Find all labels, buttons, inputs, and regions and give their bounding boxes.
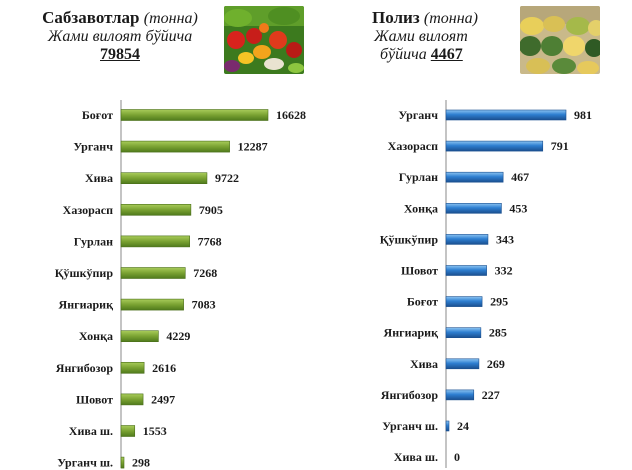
right-subtitle-line1: Жами вилоят (374, 28, 468, 45)
right-unit: (тонна) (423, 10, 479, 27)
right-chart: Урганч 981 Хазорасп 791 Гурлан 467 Хонқа 453 Қўш… (380, 100, 592, 468)
value-label: 298 (132, 456, 150, 470)
bar (445, 327, 482, 339)
bar (120, 330, 159, 343)
bar (120, 361, 145, 374)
category-label: Гурлан (74, 234, 113, 248)
value-label: 227 (482, 388, 500, 402)
category-label: Гурлан (399, 170, 438, 184)
left-header: Сабзавотлар (тонна) Жами вилоят бўйича 7… (20, 8, 220, 64)
category-label: Шовот (76, 392, 113, 406)
value-label: 453 (509, 201, 527, 215)
bar (445, 109, 567, 121)
category-label: Урганч ш. (382, 419, 438, 433)
bar (445, 420, 450, 432)
value-label: 295 (490, 295, 508, 309)
category-label: Боғот (407, 295, 438, 309)
value-label: 16628 (276, 108, 306, 122)
value-label: 7083 (192, 298, 216, 312)
value-label: 7768 (198, 234, 222, 248)
bar (120, 456, 125, 469)
left-total: 79854 (100, 46, 140, 63)
category-label: Хива ш. (394, 450, 438, 464)
value-label: 981 (574, 108, 592, 122)
category-label: Янгиариқ (59, 298, 114, 312)
bar (445, 234, 489, 245)
bar (120, 140, 230, 153)
right-title-line: Полиз (тонна) (372, 8, 522, 28)
bar (120, 298, 184, 311)
category-label: Урганч ш. (57, 456, 113, 470)
value-label: 0 (454, 450, 460, 464)
bar (445, 296, 483, 307)
value-label: 285 (489, 326, 507, 340)
value-label: 7268 (193, 266, 217, 280)
category-label: Хива ш. (69, 424, 113, 438)
bar (445, 171, 504, 183)
left-title: Сабзавотлар (42, 8, 140, 27)
value-label: 1553 (143, 424, 167, 438)
right-total: 4467 (430, 46, 463, 63)
value-label: 467 (511, 170, 529, 184)
value-label: 12287 (238, 140, 268, 154)
value-label: 2497 (151, 392, 175, 406)
category-label: Қўшкўпир (55, 266, 114, 280)
category-label: Қўшкўпир (380, 232, 439, 246)
bar (445, 389, 475, 401)
category-label: Шовот (401, 264, 438, 278)
bar (120, 267, 186, 279)
bar (120, 204, 192, 216)
category-label: Хазорасп (63, 203, 113, 217)
melons-photo (520, 6, 600, 74)
value-label: 332 (495, 264, 513, 278)
value-label: 9722 (215, 171, 239, 185)
value-label: 269 (487, 357, 505, 371)
value-label: 2616 (152, 361, 176, 375)
category-label: Урганч (73, 140, 113, 154)
right-subtitle-line2-text: бўйича (380, 46, 427, 63)
category-label: Урганч (398, 108, 438, 122)
bar (120, 393, 144, 406)
category-label: Хонқа (404, 201, 438, 215)
left-subtitle: Жами вилоят бўйича (47, 28, 193, 45)
bar (445, 358, 480, 370)
value-label: 791 (551, 139, 569, 153)
value-label: 7905 (199, 203, 223, 217)
right-subtitle-line2: бўйича 4467 (372, 46, 522, 64)
left-title-line: Сабзавотлар (тонна) (20, 8, 220, 28)
left-chart: Боғот 16628 Урганч 12287 Хива 9722 Хазорасп 790… (55, 100, 306, 470)
bar (120, 172, 208, 184)
left-unit: (тонна) (143, 10, 198, 27)
category-label: Хонқа (79, 329, 113, 343)
category-label: Янгибозор (56, 361, 114, 375)
bar (120, 109, 269, 121)
bar (445, 140, 544, 152)
value-label: 24 (457, 419, 469, 433)
bar (445, 203, 502, 214)
category-label: Хива (410, 357, 438, 371)
category-label: Янгиариқ (384, 326, 439, 340)
bar (445, 265, 487, 276)
category-label: Янгибозор (381, 388, 439, 402)
right-header: Полиз (тонна) Жами вилоят бўйича 4467 (372, 8, 522, 64)
vegetables-photo (224, 6, 304, 74)
category-label: Хива (85, 171, 113, 185)
category-label: Хазорасп (388, 139, 438, 153)
value-label: 4229 (166, 329, 190, 343)
value-label: 343 (496, 232, 514, 246)
bar (120, 425, 136, 437)
bar (120, 235, 190, 248)
category-label: Боғот (82, 108, 113, 122)
right-title: Полиз (372, 8, 420, 27)
